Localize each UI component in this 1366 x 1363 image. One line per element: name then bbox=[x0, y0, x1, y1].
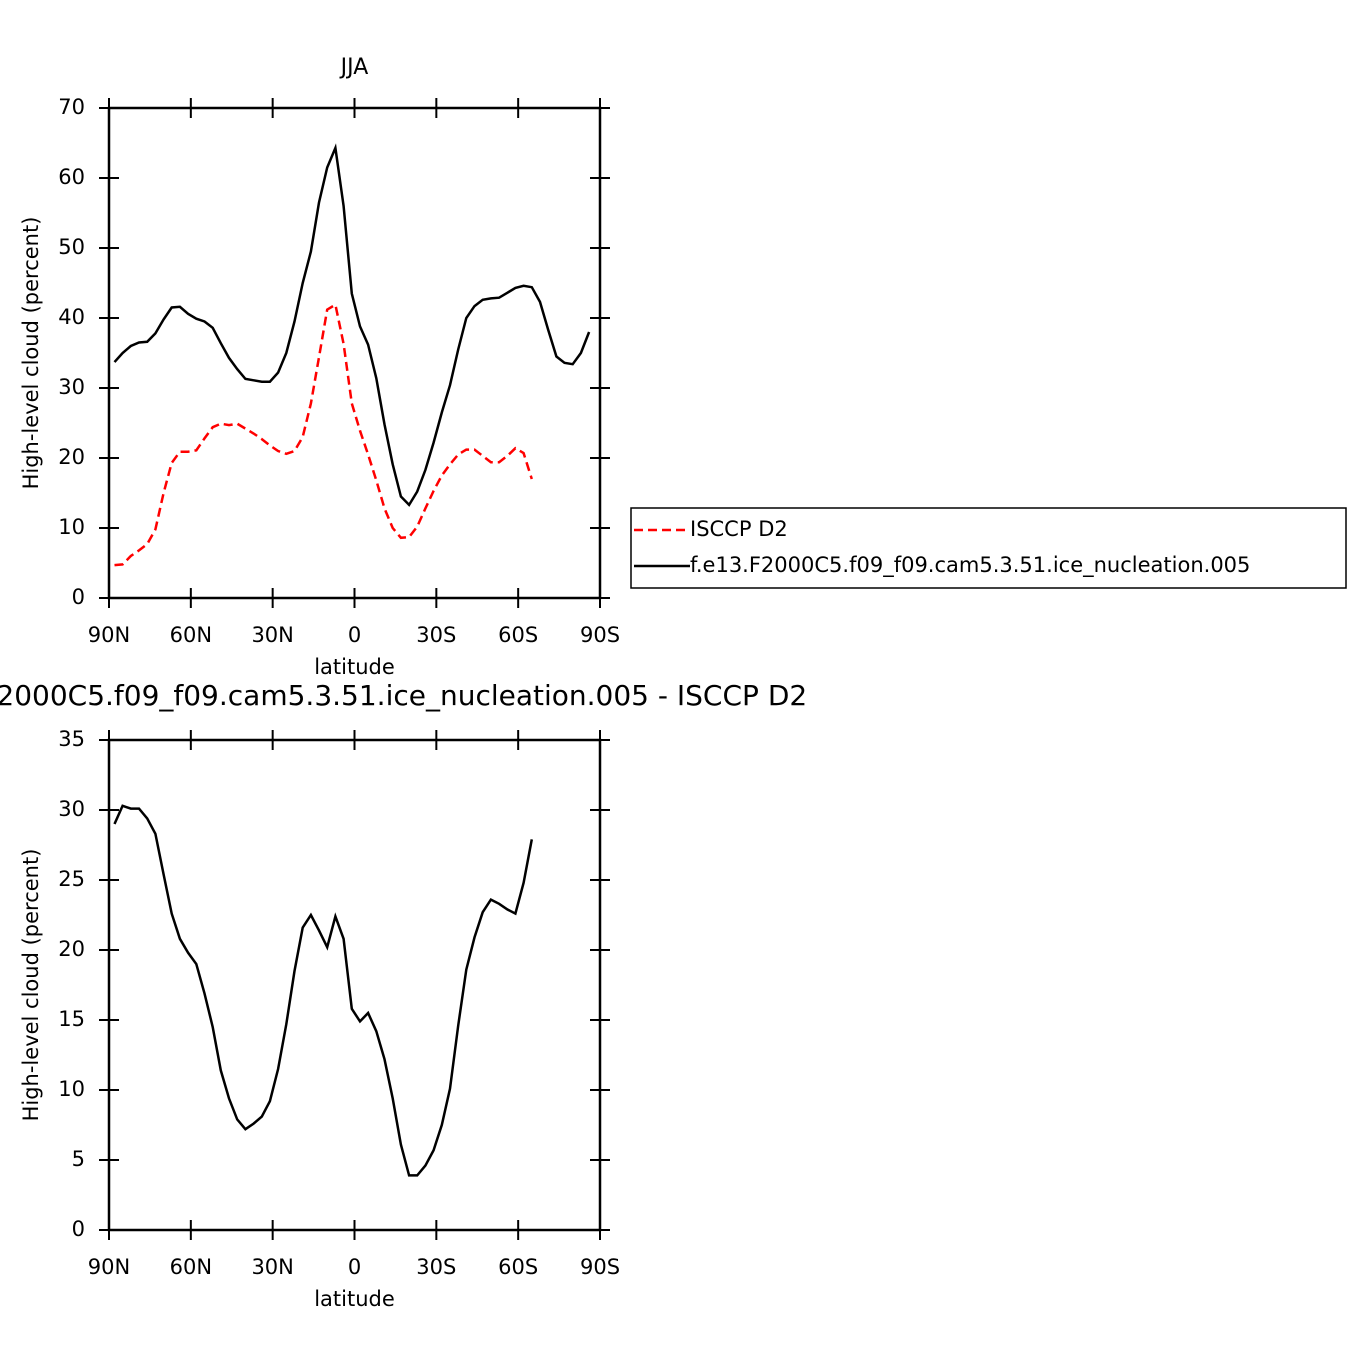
plot-frame bbox=[107, 738, 602, 1232]
y-tick-label: 60 bbox=[58, 165, 85, 189]
y-tick-label: 70 bbox=[58, 95, 85, 119]
y-tick-label: 20 bbox=[58, 937, 85, 961]
y-tick-label: 35 bbox=[58, 727, 85, 751]
x-tick-label: 60N bbox=[170, 1255, 212, 1279]
y-tick-label: 50 bbox=[58, 235, 85, 259]
legend-box bbox=[630, 507, 1347, 589]
y-tick-label: 10 bbox=[58, 1077, 85, 1101]
data-line bbox=[114, 302, 533, 567]
x-tick-label: 90N bbox=[88, 1255, 130, 1279]
x-tick-label: 90N bbox=[88, 623, 130, 647]
data-line bbox=[113, 143, 591, 507]
y-tick-label: 0 bbox=[72, 585, 85, 609]
x-tick-label: 0 bbox=[348, 1255, 361, 1279]
y-axis-label: High-level cloud (percent) bbox=[19, 849, 43, 1122]
x-tick-label: 30S bbox=[416, 1255, 456, 1279]
y-tick-label: 15 bbox=[58, 1007, 85, 1031]
y-tick-label: 0 bbox=[72, 1217, 85, 1241]
y-tick-label: 5 bbox=[72, 1147, 85, 1171]
y-tick-label: 25 bbox=[58, 867, 85, 891]
y-tick-label: 40 bbox=[58, 305, 85, 329]
x-tick-label: 90S bbox=[580, 623, 620, 647]
legend-label: f.e13.F2000C5.f09_f09.cam5.3.51.ice_nucl… bbox=[690, 553, 1250, 578]
x-tick-label: 60S bbox=[498, 1255, 538, 1279]
x-axis-label: latitude bbox=[314, 655, 395, 679]
data-line bbox=[113, 804, 534, 1177]
chart-title: f.e13.F2000C5.f09_f09.cam5.3.51.ice_nucl… bbox=[0, 679, 807, 712]
x-tick-label: 0 bbox=[348, 623, 361, 647]
x-tick-label: 30S bbox=[416, 623, 456, 647]
x-tick-label: 30N bbox=[251, 1255, 293, 1279]
y-axis-label: High-level cloud (percent) bbox=[19, 217, 43, 490]
y-tick-label: 20 bbox=[58, 445, 85, 469]
x-tick-label: 30N bbox=[251, 623, 293, 647]
x-tick-label: 90S bbox=[580, 1255, 620, 1279]
plot-frame bbox=[107, 106, 602, 600]
x-tick-label: 60S bbox=[498, 623, 538, 647]
x-tick-label: 60N bbox=[170, 623, 212, 647]
y-tick-label: 30 bbox=[58, 375, 85, 399]
y-tick-label: 10 bbox=[58, 515, 85, 539]
x-axis-label: latitude bbox=[314, 1287, 395, 1311]
legend-label: ISCCP D2 bbox=[690, 517, 788, 541]
chart-title: JJA bbox=[339, 55, 369, 80]
y-tick-label: 30 bbox=[58, 797, 85, 821]
